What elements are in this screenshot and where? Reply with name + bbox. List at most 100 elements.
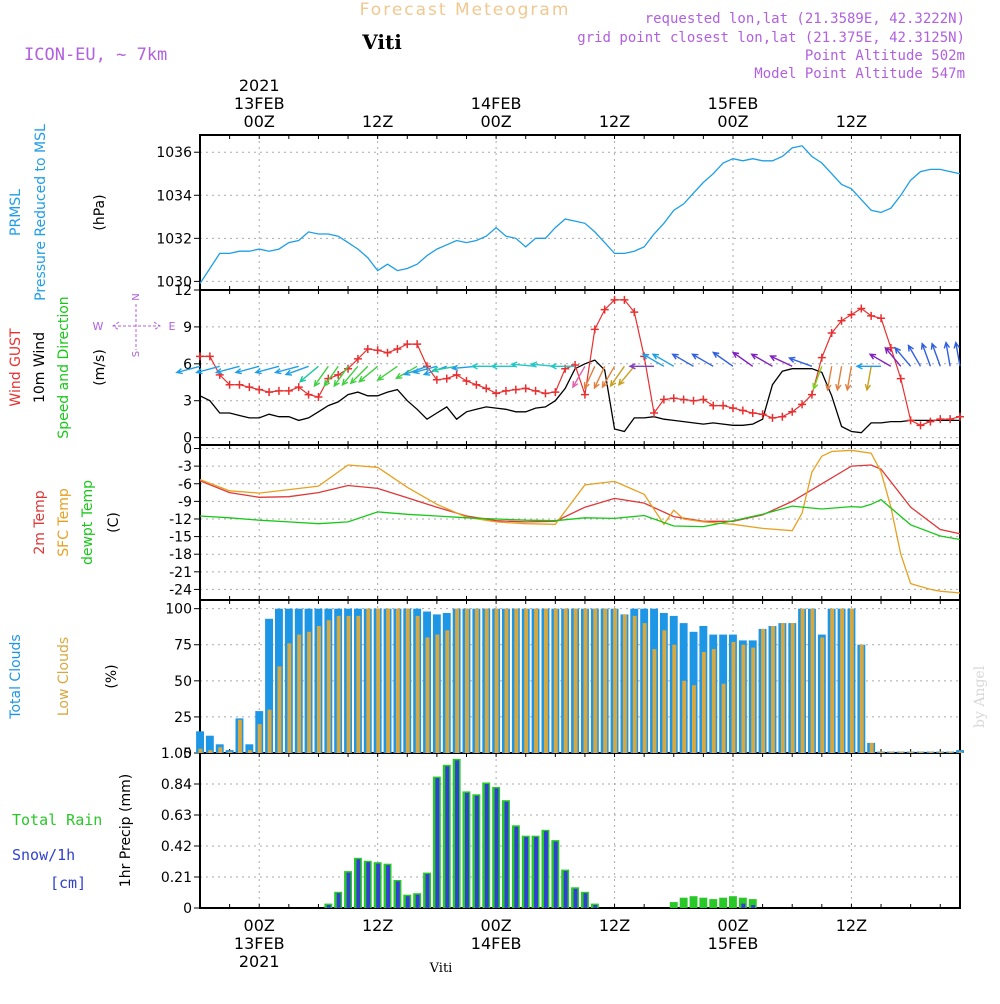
time-label-bottom: 13FEB (234, 934, 285, 953)
gust-point (452, 370, 461, 379)
wind-arrow (825, 366, 833, 392)
ylabel-pressure-2: (hPa) (92, 194, 108, 230)
ytick-label: 6 (183, 357, 192, 373)
low-cloud-bar (386, 608, 390, 753)
snow-bar (356, 859, 361, 908)
time-label-top: 00Z (244, 112, 275, 131)
gust-point (580, 390, 589, 399)
low-cloud-bar (879, 751, 884, 753)
rain-bar (729, 896, 737, 908)
rain-bar (748, 899, 757, 908)
gust-point (294, 383, 303, 392)
gust-point (679, 395, 688, 404)
low-cloud-bar (632, 615, 637, 753)
time-label-top: 12Z (362, 112, 393, 131)
gust-point (610, 295, 619, 304)
ytick-label: -18 (169, 547, 192, 563)
snow-bar (741, 903, 746, 908)
gust-point (699, 395, 708, 404)
gust-point (393, 345, 402, 354)
gust-point (235, 380, 244, 389)
low-cloud-bar (741, 644, 746, 753)
low-cloud-bar (889, 751, 894, 753)
low-cloud-bar (326, 620, 331, 753)
ylabel-temperature-3: (C) (106, 512, 122, 533)
low-cloud-bar (761, 628, 765, 753)
wind-arrow (601, 365, 616, 389)
gust-point (669, 394, 678, 403)
ytick-label: -9 (178, 494, 192, 510)
gust-point (798, 400, 807, 409)
low-cloud-bar (425, 637, 430, 753)
chart-body: 10301032103410360369120-3-6-9-12-15-18-2… (8, 76, 964, 971)
temp-2m-line (199, 464, 961, 535)
location-label: Viti (361, 30, 402, 54)
compass-west: W (93, 320, 104, 333)
ytick-label: -6 (178, 477, 192, 493)
gust-point (748, 409, 757, 418)
gust-point (916, 421, 925, 430)
low-cloud-bar (563, 608, 568, 753)
low-cloud-bar (544, 608, 548, 753)
low-cloud-bar (919, 751, 923, 753)
ytick-label: -12 (169, 512, 192, 528)
low-cloud-bar (938, 751, 943, 753)
low-cloud-bar (780, 623, 785, 753)
wind-arrow (953, 340, 961, 367)
chart-title: Forecast Meteogram (360, 0, 571, 20)
wind-arrow (214, 365, 240, 375)
rain-bar (738, 897, 747, 908)
gust-point (492, 389, 501, 398)
low-cloud-bar (445, 630, 450, 753)
total-cloud-bar (956, 750, 964, 753)
low-cloud-bar (771, 626, 775, 753)
total-cloud-bar (225, 750, 234, 753)
gust-point (353, 354, 362, 363)
snow-bar (583, 893, 588, 908)
wind-arrow (323, 365, 339, 388)
gust-point (284, 386, 293, 395)
wind-arrow (943, 341, 951, 367)
gust-point (255, 385, 264, 394)
snow-bar (563, 871, 568, 908)
wind-arrow (930, 342, 941, 367)
low-cloud-bar (494, 608, 499, 753)
ytick-label: 0.21 (161, 870, 192, 886)
compass-south: S (131, 351, 142, 357)
legend-snow-unit: [cm] (50, 874, 86, 892)
credit-watermark: by Angel (972, 665, 988, 728)
low-cloud-bar (238, 719, 242, 753)
total-cloud-bar (245, 744, 254, 753)
gust-point (689, 396, 698, 405)
wind-arrow (358, 365, 379, 383)
ytick-label: 75 (174, 638, 192, 654)
gust-point (383, 348, 392, 357)
low-cloud-bar (711, 649, 716, 753)
time-label-bottom: 15FEB (708, 934, 759, 953)
gust-point (541, 389, 550, 398)
model-label: ICON-EU, ~ 7km (24, 45, 167, 65)
gust-point (472, 380, 481, 389)
low-cloud-bar (909, 751, 914, 753)
gust-point (738, 406, 747, 415)
low-cloud-bar (534, 608, 538, 753)
wind-arrow (691, 353, 714, 367)
gust-point (768, 413, 777, 422)
wind-speed-line (199, 359, 960, 434)
low-cloud-bar (603, 608, 608, 753)
low-cloud-bar (277, 666, 282, 753)
low-cloud-bar (928, 751, 933, 753)
snow-bar (544, 831, 548, 908)
wind-arrow (583, 366, 596, 390)
time-label-top: 00Z (717, 112, 748, 131)
rain-bar (669, 902, 678, 908)
low-cloud-bar (840, 608, 844, 753)
low-cloud-bar (820, 637, 825, 753)
low-cloud-bar (287, 643, 292, 753)
low-cloud-bar (662, 630, 667, 753)
wind-arrow (920, 342, 932, 367)
snow-bar (494, 788, 499, 908)
ytick-label: 0 (183, 901, 192, 917)
wind-arrow (628, 363, 654, 370)
ytick-label: 1036 (156, 145, 192, 161)
